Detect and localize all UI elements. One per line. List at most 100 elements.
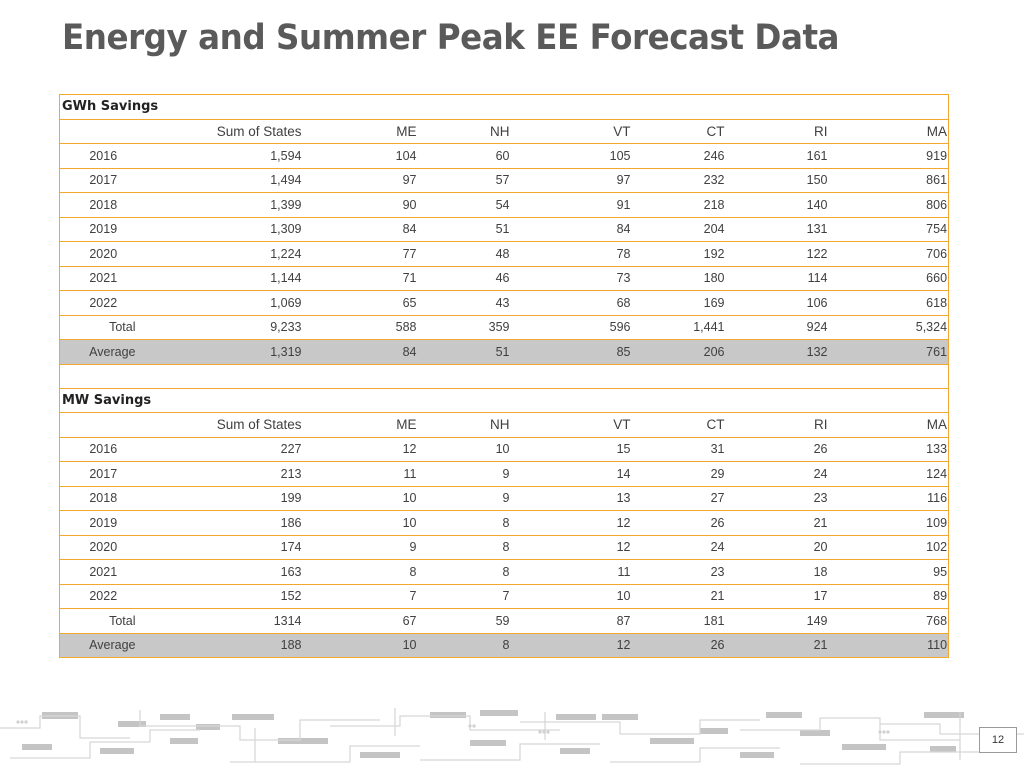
cell-ri: 149	[725, 608, 829, 633]
cell-nh: 59	[417, 608, 511, 633]
column-header-ma: MA	[828, 118, 949, 144]
column-header-vt: VT	[510, 412, 632, 437]
column-header-me: ME	[302, 412, 418, 437]
cell-nh: 8	[417, 510, 511, 535]
cell-me: 84	[302, 216, 418, 242]
column-header-sum-of-states: Sum of States	[147, 118, 303, 144]
column-header-ct: CT	[631, 412, 726, 437]
mw-table-row: 2020 174 9 8 12 24 20 102	[59, 534, 949, 560]
cell-nh: 54	[417, 192, 511, 217]
cell-me: 10	[302, 510, 418, 535]
cell-vt: 87	[510, 608, 632, 633]
cell-nh: 8	[417, 559, 511, 584]
row-label: 2018	[59, 192, 148, 217]
gwh-table-row: 2018 1,399 90 54 91 218 140 806	[59, 192, 949, 217]
cell-nh: 60	[417, 143, 511, 168]
cell-ri: 21	[725, 510, 829, 535]
cell-ct: 181	[631, 608, 726, 633]
row-label: Total	[59, 314, 148, 340]
cell-ri: 21	[725, 632, 829, 658]
cell-me: 8	[302, 559, 418, 584]
column-header-ct: CT	[631, 118, 726, 144]
row-label: Average	[59, 339, 148, 364]
cell-ma: 133	[828, 436, 949, 462]
cell-ct: 1,441	[631, 314, 726, 340]
cell-ct: 169	[631, 290, 726, 315]
cell-ct: 232	[631, 167, 726, 193]
gwh-section-label: GWh Savings	[59, 94, 949, 119]
cell-ma: 761	[828, 339, 949, 364]
cell-me: 12	[302, 436, 418, 462]
row-label: Average	[59, 632, 148, 658]
mw-table-row: 2019 186 10 8 12 26 21 109	[59, 510, 949, 535]
cell-me: 67	[302, 608, 418, 633]
cell-ct: 206	[631, 339, 726, 364]
cell-ma: 618	[828, 290, 949, 315]
column-header-nh: NH	[417, 118, 511, 144]
row-label: 2019	[59, 510, 148, 535]
cell-ri: 17	[725, 583, 829, 609]
cell-sum-of-states: 152	[147, 583, 303, 609]
cell-ri: 106	[725, 290, 829, 315]
cell-me: 10	[302, 485, 418, 511]
row-label: 2020	[59, 534, 148, 560]
cell-nh: 8	[417, 534, 511, 560]
cell-vt: 73	[510, 265, 632, 291]
row-label: 2019	[59, 216, 148, 242]
cell-sum-of-states: 1,069	[147, 290, 303, 315]
row-label: 2016	[59, 436, 148, 462]
cell-ma: 110	[828, 632, 949, 658]
column-header-ri: RI	[725, 118, 829, 144]
cell-me: 10	[302, 632, 418, 658]
column-header-vt: VT	[510, 118, 632, 144]
cell-ct: 180	[631, 265, 726, 291]
cell-nh: 7	[417, 583, 511, 609]
row-label: 2017	[59, 167, 148, 193]
column-header-nh: NH	[417, 412, 511, 437]
cell-sum-of-states: 9,233	[147, 314, 303, 340]
cell-ct: 192	[631, 241, 726, 266]
column-header-me: ME	[302, 118, 418, 144]
cell-vt: 14	[510, 461, 632, 486]
column-header-ri: RI	[725, 412, 829, 437]
cell-ma: 89	[828, 583, 949, 609]
row-label: 2020	[59, 241, 148, 266]
cell-ma: 706	[828, 241, 949, 266]
cell-ma: 95	[828, 559, 949, 584]
cell-vt: 105	[510, 143, 632, 168]
mw-section-label: MW Savings	[59, 387, 949, 413]
cell-nh: 359	[417, 314, 511, 340]
cell-nh: 51	[417, 216, 511, 242]
gwh-section-row: GWh Savings	[59, 94, 949, 119]
cell-nh: 51	[417, 339, 511, 364]
gwh-table-row: Total 9,233 588 359 596 1,441 924 5,324	[59, 314, 949, 340]
cell-me: 7	[302, 583, 418, 609]
gwh-table-row: Average 1,319 84 51 85 206 132 761	[59, 339, 949, 364]
cell-ct: 246	[631, 143, 726, 168]
cell-me: 11	[302, 461, 418, 486]
cell-sum-of-states: 213	[147, 461, 303, 486]
cell-nh: 8	[417, 632, 511, 658]
cell-ma: 861	[828, 167, 949, 193]
cell-ma: 116	[828, 485, 949, 511]
cell-sum-of-states: 1,224	[147, 241, 303, 266]
cell-ri: 20	[725, 534, 829, 560]
cell-ct: 218	[631, 192, 726, 217]
cell-me: 90	[302, 192, 418, 217]
spacer-cell	[59, 363, 949, 388]
row-label: 2017	[59, 461, 148, 486]
cell-ma: 806	[828, 192, 949, 217]
mw-table-row: 2022 152 7 7 10 21 17 89	[59, 583, 949, 609]
cell-ct: 204	[631, 216, 726, 242]
cell-ma: 5,324	[828, 314, 949, 340]
mw-table-row: 2018 199 10 9 13 27 23 116	[59, 485, 949, 511]
cell-vt: 15	[510, 436, 632, 462]
cell-vt: 91	[510, 192, 632, 217]
cell-ct: 23	[631, 559, 726, 584]
cell-ri: 23	[725, 485, 829, 511]
mw-section-row: MW Savings	[59, 387, 949, 413]
spacer-row	[59, 363, 949, 388]
cell-vt: 12	[510, 534, 632, 560]
cell-nh: 48	[417, 241, 511, 266]
cell-me: 588	[302, 314, 418, 340]
